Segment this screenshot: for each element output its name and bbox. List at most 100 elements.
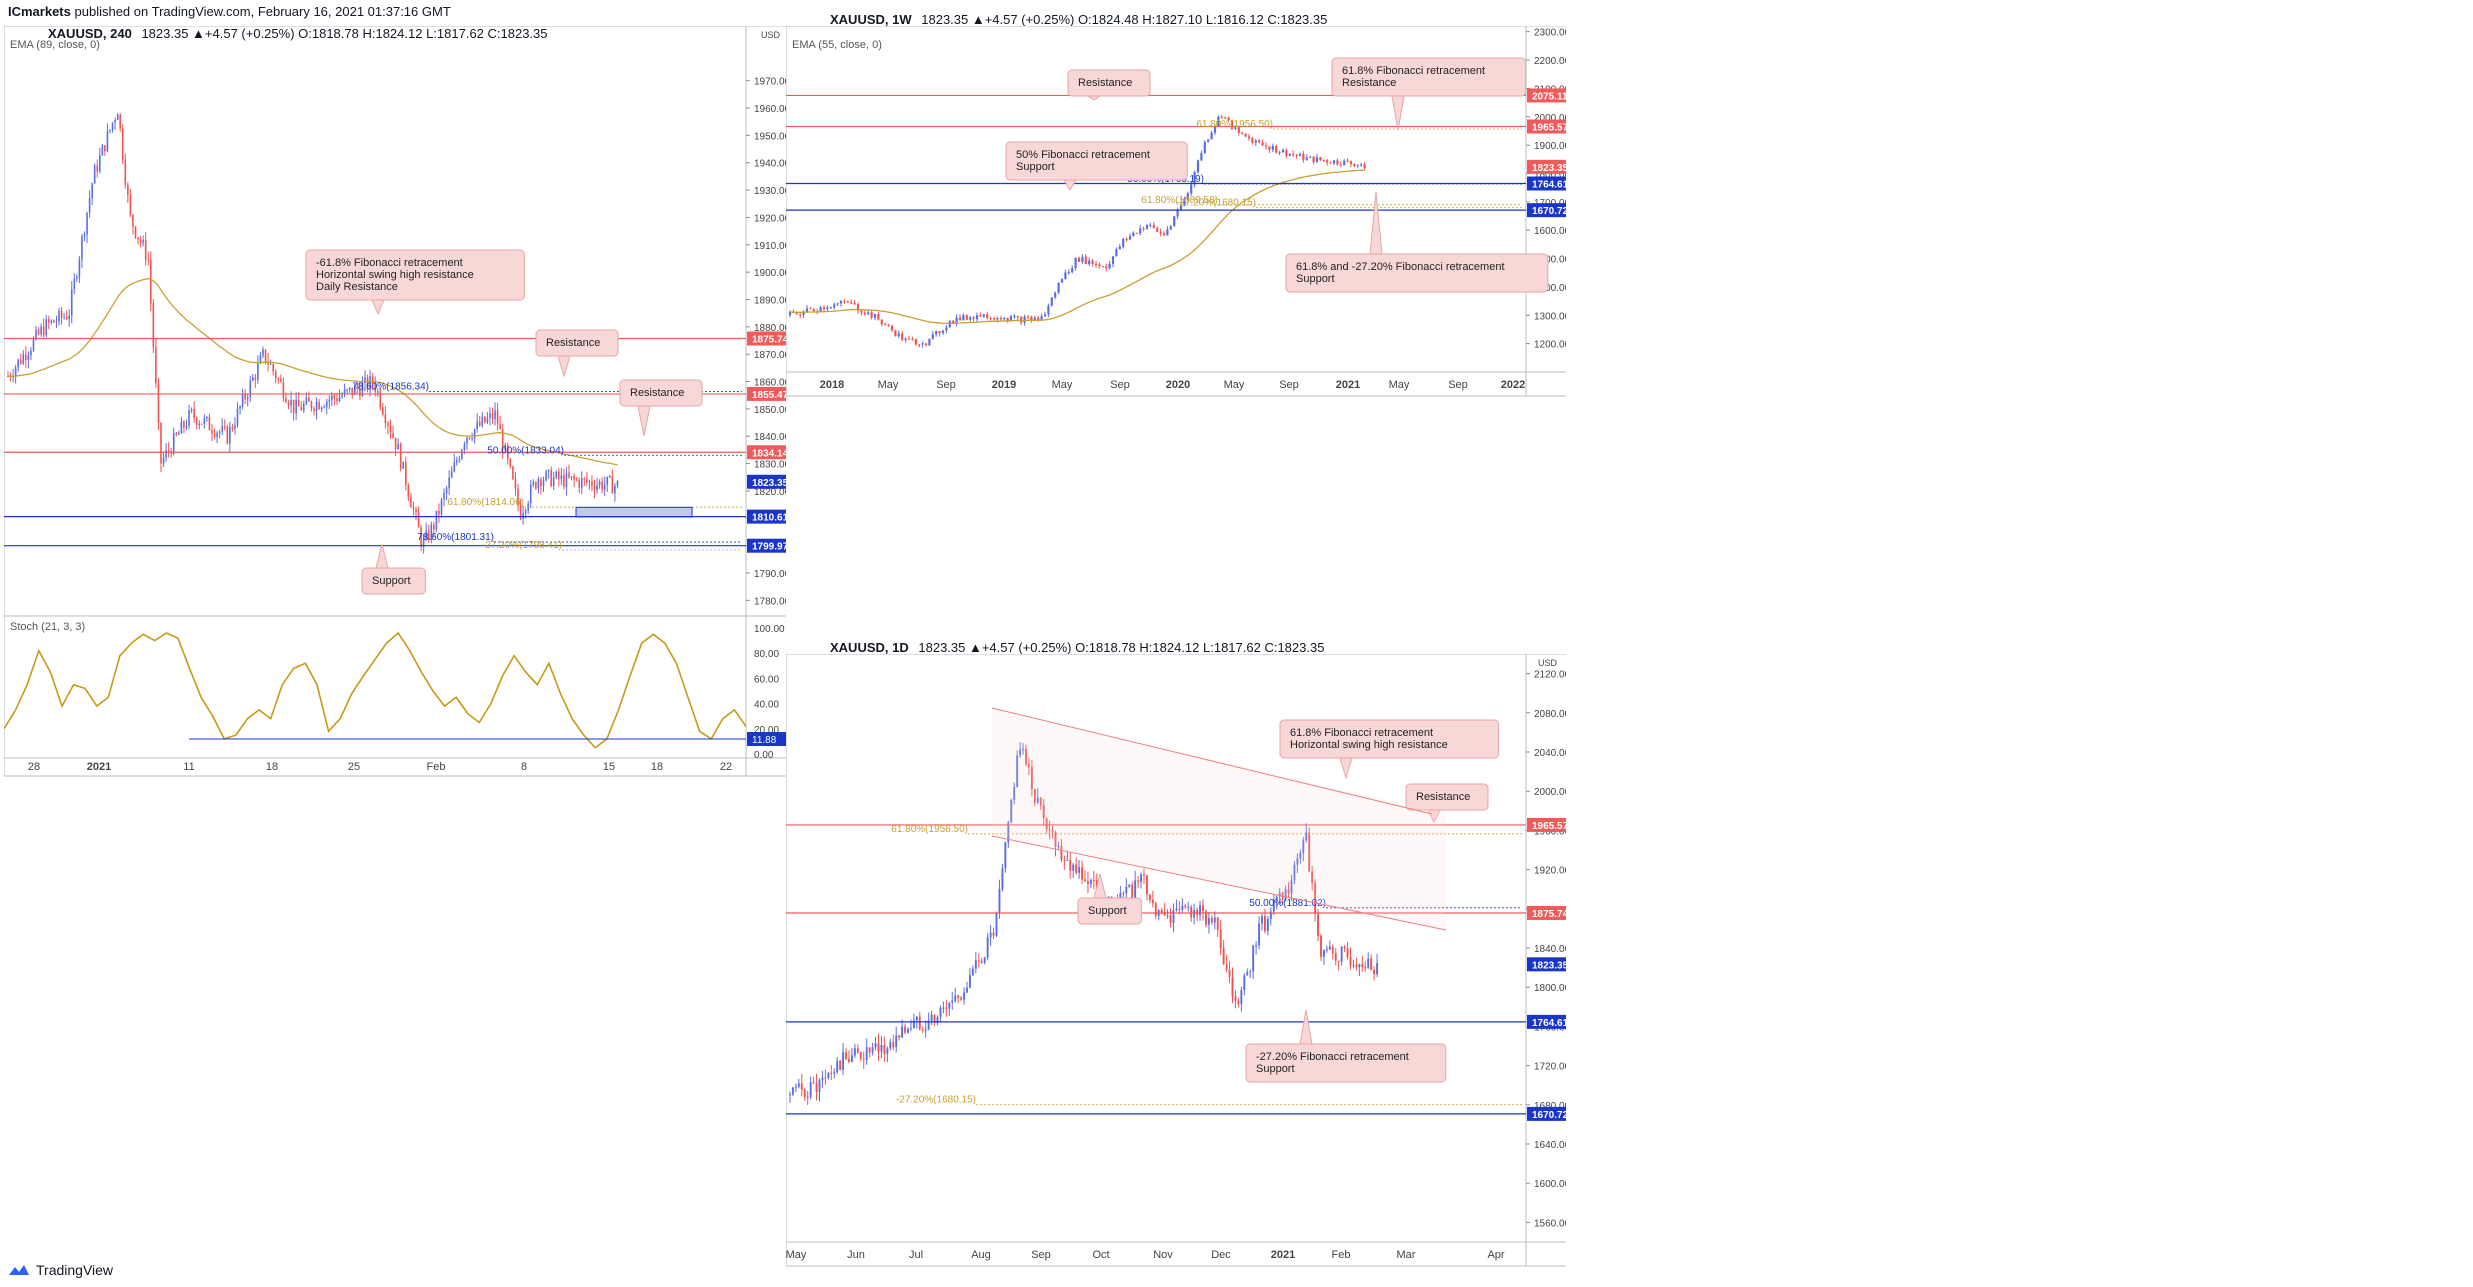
candle-body <box>1293 864 1296 881</box>
candle-body <box>542 480 545 487</box>
candle-body <box>933 1014 936 1024</box>
x-tick-label: Aug <box>971 1249 991 1261</box>
candle-body <box>1132 232 1135 237</box>
candle-body <box>236 408 239 426</box>
candle-body <box>912 1020 915 1029</box>
candle-body <box>565 472 568 487</box>
candle-body <box>231 426 234 429</box>
h4-chart-svg[interactable]: 1780.001790.001800.001810.001820.001830.… <box>4 26 786 1276</box>
candle-body <box>1028 763 1030 767</box>
candle-body <box>966 987 968 993</box>
candle-body <box>1284 889 1287 900</box>
candle-body <box>430 524 433 540</box>
candle-body <box>468 437 471 439</box>
fib-label: 78.60%(1856.34) <box>352 382 429 393</box>
candle-body <box>481 416 484 426</box>
candle-body <box>144 240 147 260</box>
candle-body <box>1251 138 1254 143</box>
candle-body <box>911 338 914 340</box>
callout-pointer <box>1093 873 1107 899</box>
x-tick-label: 2019 <box>992 379 1016 391</box>
candle-body <box>1084 879 1086 882</box>
candle-body <box>239 406 241 409</box>
candle-body <box>1016 755 1019 787</box>
candle-body <box>249 380 252 398</box>
candle-body <box>890 325 894 331</box>
y-tick-label: 1970.00 <box>754 77 786 88</box>
y-tick-label: 1400.00 <box>1534 283 1566 294</box>
tradingview-footer[interactable]: TradingView <box>8 1262 113 1278</box>
candle-body <box>969 317 972 320</box>
fib-label: -27.20%(1798.41) <box>482 540 562 551</box>
candle-body <box>601 481 603 490</box>
candle-body <box>1264 145 1268 147</box>
candle-body <box>180 421 183 434</box>
daily-chart-svg[interactable]: 1560.001600.001640.001680.001720.001760.… <box>786 654 1566 1272</box>
candle-body <box>1087 881 1089 885</box>
candle-body <box>313 408 315 412</box>
h4-symbol: XAUUSD, 240 <box>48 26 132 41</box>
candle-body <box>1045 818 1048 830</box>
weekly-chart-svg[interactable]: 1200.001300.001400.001500.001600.001700.… <box>786 26 1566 636</box>
candle-body <box>1183 199 1186 206</box>
candle-body <box>99 155 101 172</box>
candle-body <box>865 1047 868 1060</box>
x-tick-label: 8 <box>521 761 527 773</box>
candle-body <box>975 315 979 320</box>
candle-body <box>563 475 565 487</box>
osc-y-tick: 80.00 <box>754 649 779 660</box>
candle-body <box>1143 874 1145 876</box>
candle-body <box>1268 146 1271 150</box>
callout-text: Horizontal swing high resistance <box>316 269 474 281</box>
support-zone-box <box>575 506 693 518</box>
candle-body <box>803 1089 806 1097</box>
candle-body <box>1148 894 1151 900</box>
candle-body <box>1105 266 1108 269</box>
candle-body <box>1343 160 1346 166</box>
candle-body <box>1296 858 1299 865</box>
candle-body <box>874 1043 877 1048</box>
callout-text: Support <box>1088 905 1127 917</box>
candle-body <box>974 960 977 969</box>
candle-body <box>1352 964 1355 966</box>
candle-body <box>999 318 1002 320</box>
candle-body <box>116 114 119 121</box>
candle-body <box>318 402 320 410</box>
candle-body <box>262 349 264 356</box>
candle-body <box>1213 126 1217 133</box>
h4-chart-panel[interactable]: XAUUSD, 240 1823.35 ▲+4.57 (+0.25%) O:18… <box>4 26 782 1272</box>
candle-body <box>1064 272 1067 280</box>
level-badge-label: 1834.14 <box>752 448 786 459</box>
candle-body <box>195 417 198 426</box>
candle-body <box>573 476 575 480</box>
y-tick-label: 1680.00 <box>1534 1101 1566 1112</box>
candle-body <box>1328 946 1331 950</box>
candle-body <box>183 421 185 428</box>
y-tick-label: 1910.00 <box>754 241 786 252</box>
candle-body <box>37 329 40 335</box>
candle-body <box>833 1072 836 1074</box>
candle-body <box>188 410 190 427</box>
y-tick-label: 1820.00 <box>754 487 786 498</box>
candle-body <box>1360 164 1363 166</box>
candle-body <box>129 194 132 215</box>
candle-body <box>1337 960 1340 962</box>
callout-box <box>1279 719 1499 759</box>
candle-body <box>1078 867 1081 873</box>
candle-body <box>1320 935 1322 957</box>
candle-body <box>819 307 822 312</box>
candle-body <box>555 471 558 478</box>
candle-body <box>915 1016 918 1021</box>
candle-body <box>606 476 609 485</box>
candle-body <box>1314 883 1317 914</box>
y-tick-label: 1500.00 <box>1534 255 1566 266</box>
stoch-last-label: 11.88 <box>752 735 777 746</box>
ema-line <box>790 169 1365 325</box>
candle-body <box>851 1055 853 1062</box>
candle-body <box>845 1052 847 1059</box>
callout-pointer <box>1369 191 1383 255</box>
candle-body <box>863 312 866 315</box>
candle-body <box>1003 318 1006 320</box>
y-tick-label: 1300.00 <box>1534 311 1566 322</box>
candle-body <box>1057 845 1060 847</box>
